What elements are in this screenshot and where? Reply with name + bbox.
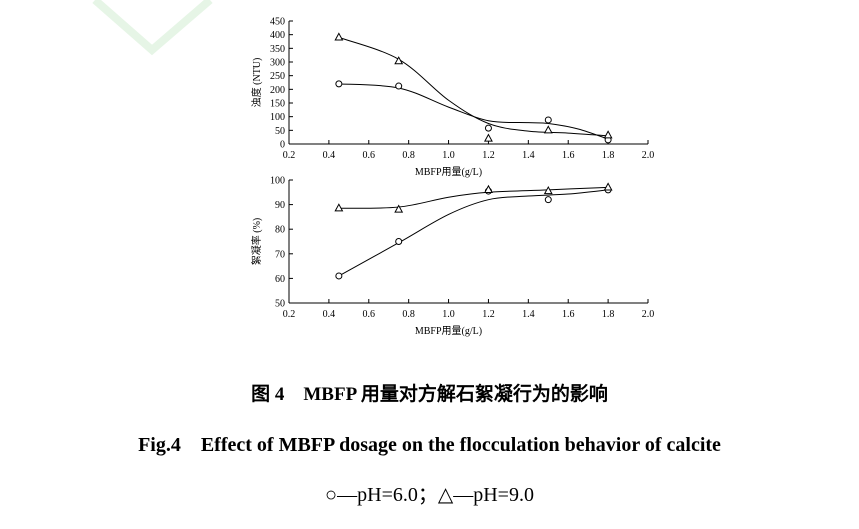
x-tick-label: 1.6: [562, 150, 575, 161]
x-tick-label: 0.6: [363, 150, 376, 161]
x-tick-label: 1.6: [562, 309, 575, 320]
x-tick-label: 0.4: [323, 150, 336, 161]
x-tick-label: 1.0: [442, 309, 455, 320]
x-tick-label: 0.4: [323, 309, 336, 320]
x-tick-label: 1.8: [602, 309, 615, 320]
y-tick-label: 50: [275, 126, 285, 137]
series-line-ph9: [338, 36, 609, 137]
data-point-ph6: [544, 196, 552, 204]
x-tick-label: 2.0: [642, 150, 655, 161]
y-tick-label: 450: [270, 17, 285, 28]
x-tick-label: 0.2: [283, 309, 296, 320]
y-axis-title: 絮凝率 (%): [250, 218, 263, 266]
y-tick-label: 50: [275, 299, 285, 310]
data-point-ph9: [484, 184, 493, 193]
y-tick-label: 100: [270, 176, 285, 187]
y-tick-label: 70: [275, 249, 285, 260]
y-tick-label: 60: [275, 274, 285, 285]
watermark-mark: [92, 0, 213, 56]
y-tick-label: 150: [270, 99, 285, 110]
y-tick-label: 250: [270, 71, 285, 82]
chart-2: 0.2 0.4 0.6 0.8 1.0 1.2 1.4 1.6 1.8 2.0 50 60 70 80 90…: [250, 176, 654, 338]
x-tick-label: 1.8: [602, 150, 615, 161]
x-tick-label: 1.2: [482, 150, 495, 161]
x-tick-label: 0.6: [363, 309, 376, 320]
x-tick-label: 1.4: [522, 309, 535, 320]
y-tick-label: 300: [270, 58, 285, 69]
data-point-ph9: [334, 203, 344, 212]
series-line-ph9: [338, 186, 609, 209]
y-tick-label: 350: [270, 44, 285, 55]
data-point-ph6: [395, 238, 403, 245]
x-tick-label: 0.8: [402, 150, 415, 161]
series-line-ph6: [338, 83, 609, 140]
y-tick-label: 400: [270, 30, 285, 41]
data-point-ph9: [394, 204, 404, 213]
data-point-ph6: [335, 80, 343, 88]
data-point-ph9: [543, 125, 553, 134]
x-tick-label: 0.8: [402, 309, 415, 320]
x-tick-label: 2.0: [642, 309, 655, 320]
x-tick-label: 0.2: [283, 150, 296, 161]
data-point-ph9: [543, 186, 553, 195]
y-axis-title: 浊度 (NTU): [250, 58, 263, 108]
data-point-ph9: [603, 182, 613, 191]
x-axis-title: MBFP用量(g/L): [415, 325, 482, 337]
x-tick-label: 1.4: [522, 150, 535, 161]
data-point-ph9: [334, 32, 344, 41]
x-tick-label: 1.0: [442, 150, 455, 161]
chart-1: 0.2 0.4 0.6 0.8 1.0 1.2 1.4 1.6 1.8 2.0 0 50 100 150 2…: [250, 17, 654, 179]
data-point-ph6: [395, 82, 403, 90]
y-tick-label: 80: [275, 225, 285, 236]
data-point-ph6: [335, 272, 343, 280]
data-point-ph9: [394, 56, 404, 65]
y-tick-label: 200: [270, 85, 285, 96]
data-point-ph6: [544, 116, 552, 124]
x-axis-title: MBFP用量(g/L): [415, 166, 482, 178]
data-point-ph6: [484, 124, 492, 132]
y-tick-label: 100: [270, 112, 285, 123]
caption-english: Fig.4 Effect of MBFP dosage on the flocc…: [138, 434, 721, 456]
data-point-ph9: [603, 130, 613, 139]
legend-key: ○—pH=6.0；△—pH=9.0: [325, 484, 534, 506]
y-tick-label: 90: [275, 200, 285, 211]
x-tick-label: 1.2: [482, 309, 495, 320]
series-line-ph6: [338, 189, 609, 277]
caption-chinese: 图 4 MBFP 用量对方解石絮凝行为的影响: [251, 384, 608, 405]
y-tick-label: 0: [280, 140, 285, 151]
data-point-ph9: [484, 133, 493, 142]
